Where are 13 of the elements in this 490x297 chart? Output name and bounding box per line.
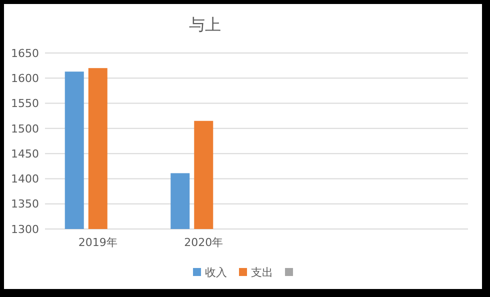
legend-label: 收入 <box>205 266 227 279</box>
y-tick-label: 1350 <box>11 198 39 211</box>
y-tick-label: 1550 <box>11 97 39 110</box>
y-tick-label: 1300 <box>11 222 39 236</box>
x-tick-label: 2020年 <box>184 236 224 249</box>
x-tick-label: 2019年 <box>78 236 118 249</box>
y-tick-label: 1500 <box>11 122 39 136</box>
chart-title: 与上 <box>189 15 221 34</box>
y-tick-label: 1400 <box>11 172 39 186</box>
y-tick-label: 1650 <box>11 46 39 60</box>
y-tick-label: 1450 <box>11 147 39 160</box>
y-tick-label: 1600 <box>11 72 39 85</box>
legend-label: 支出 <box>251 266 273 279</box>
